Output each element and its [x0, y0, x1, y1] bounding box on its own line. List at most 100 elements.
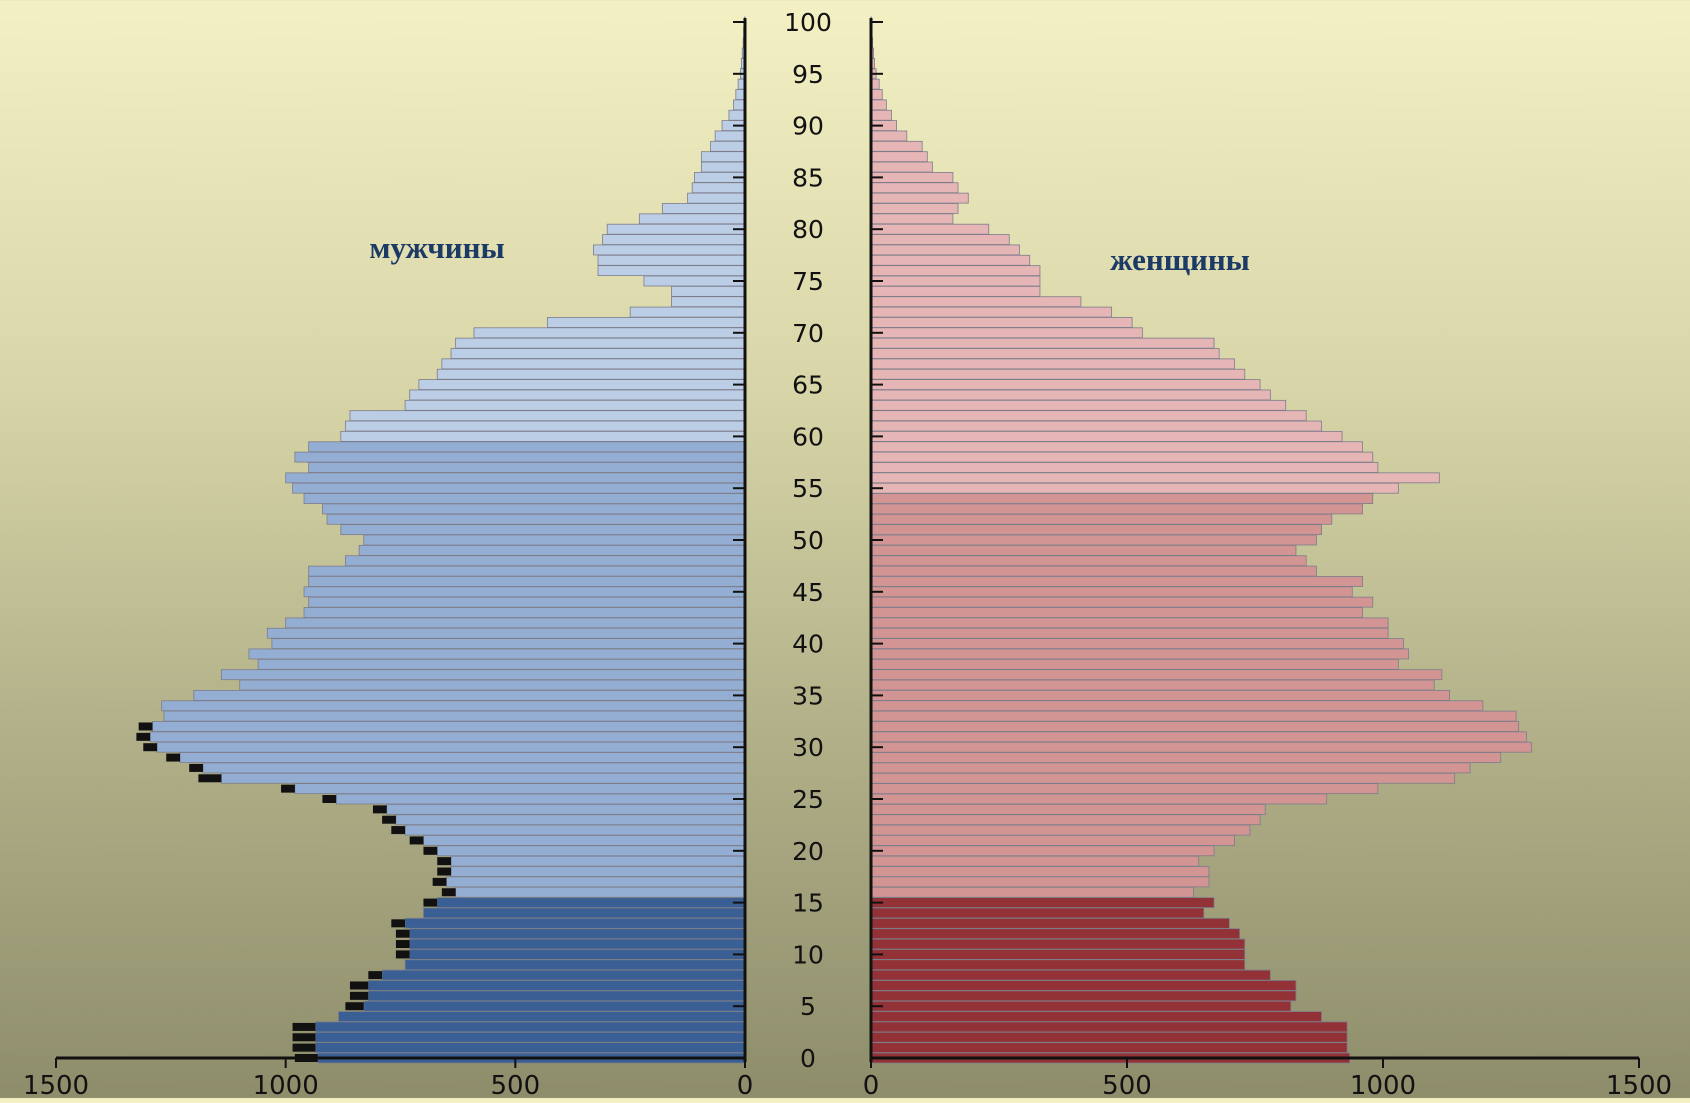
female-bar-age-8 — [871, 970, 1270, 980]
female-bar-age-72 — [871, 307, 1112, 317]
male-bar-age-16 — [456, 887, 745, 897]
female-bar-age-45 — [871, 587, 1352, 597]
male-bar-age-62 — [350, 411, 745, 421]
female-bar-age-38 — [871, 659, 1398, 669]
age-tick-label: 30 — [792, 733, 824, 762]
male-bar-age-78 — [593, 245, 745, 255]
male-bar-age-32 — [152, 721, 745, 731]
male-bar-age-30 — [157, 742, 745, 752]
male-bar-age-92 — [734, 100, 745, 110]
male-deficit-age-3 — [293, 1023, 316, 1031]
female-bar-age-79 — [871, 235, 1009, 245]
male-deficit-age-30 — [143, 743, 157, 751]
female-bar-age-88 — [871, 141, 922, 151]
female-bar-age-47 — [871, 566, 1316, 576]
age-tick-label: 100 — [784, 8, 832, 37]
male-deficit-age-24 — [373, 805, 387, 813]
female-bar-age-84 — [871, 183, 958, 193]
male-deficit-age-32 — [139, 722, 153, 730]
male-bar-age-89 — [715, 131, 745, 141]
male-bar-age-40 — [272, 639, 745, 649]
female-bar-age-28 — [871, 763, 1470, 773]
female-bar-age-23 — [871, 815, 1260, 825]
male-bar-age-87 — [701, 152, 745, 162]
male-bar-age-64 — [410, 390, 745, 400]
male-bar-age-69 — [456, 338, 745, 348]
female-bar-age-71 — [871, 317, 1132, 327]
female-bar-age-52 — [871, 514, 1332, 524]
male-bar-age-36 — [240, 680, 745, 690]
male-deficit-age-13 — [391, 919, 405, 927]
male-bar-age-68 — [451, 349, 745, 359]
age-tick-label: 65 — [792, 371, 824, 400]
female-x-tick-label: 1000 — [1350, 1071, 1416, 1098]
male-bar-age-77 — [598, 255, 745, 265]
male-bar-age-49 — [359, 545, 745, 555]
male-bar-age-82 — [662, 203, 745, 213]
female-bar-age-55 — [871, 483, 1398, 493]
male-bar-age-38 — [258, 659, 745, 669]
female-bar-age-24 — [871, 804, 1265, 814]
male-deficit-age-8 — [368, 971, 382, 979]
female-bar-age-65 — [871, 380, 1260, 390]
male-bar-age-84 — [692, 183, 745, 193]
male-bar-age-57 — [309, 462, 745, 472]
female-bar-age-67 — [871, 359, 1235, 369]
female-bar-age-53 — [871, 504, 1363, 514]
age-tick-label: 20 — [792, 837, 824, 866]
female-bar-age-37 — [871, 670, 1442, 680]
age-tick-label: 85 — [792, 163, 824, 192]
male-deficit-age-19 — [437, 857, 451, 865]
male-bar-age-54 — [304, 494, 745, 504]
male-bar-age-22 — [405, 825, 745, 835]
male-bar-age-67 — [442, 359, 745, 369]
female-bar-age-68 — [871, 349, 1219, 359]
age-tick-label: 45 — [792, 578, 824, 607]
female-bar-age-51 — [871, 525, 1322, 535]
male-deficit-age-26 — [281, 785, 295, 793]
male-bar-age-66 — [437, 369, 745, 379]
female-x-tick-label: 0 — [863, 1071, 880, 1098]
male-bar-age-20 — [437, 846, 745, 856]
female-bar-age-10 — [871, 949, 1245, 959]
female-bar-age-75 — [871, 276, 1040, 286]
male-deficit-age-1 — [293, 1044, 316, 1052]
female-bar-age-49 — [871, 545, 1296, 555]
male-bar-age-5 — [364, 1001, 745, 1011]
female-bar-age-42 — [871, 618, 1388, 628]
female-bar-age-73 — [871, 297, 1081, 307]
female-bar-age-82 — [871, 203, 958, 213]
bars-layer — [136, 17, 1531, 1063]
male-deficit-age-10 — [396, 950, 410, 958]
male-deficit-age-31 — [136, 733, 150, 741]
male-bar-age-81 — [639, 214, 745, 224]
age-tick-label: 60 — [792, 422, 824, 451]
male-deficit-age-22 — [391, 826, 405, 834]
female-bar-age-57 — [871, 462, 1378, 472]
male-deficit-age-11 — [396, 940, 410, 948]
female-bar-age-60 — [871, 431, 1342, 441]
male-deficit-age-23 — [382, 816, 396, 824]
male-x-tick-label: 1500 — [23, 1071, 89, 1098]
male-bar-age-9 — [405, 960, 745, 970]
female-x-tick-label: 1500 — [1606, 1071, 1672, 1098]
male-bar-age-61 — [345, 421, 745, 431]
male-deficit-age-25 — [322, 795, 336, 803]
female-bar-age-1 — [871, 1043, 1347, 1053]
female-bar-age-69 — [871, 338, 1214, 348]
female-bar-age-64 — [871, 390, 1270, 400]
female-bar-age-48 — [871, 556, 1306, 566]
female-bar-age-6 — [871, 991, 1296, 1001]
male-bar-age-6 — [368, 991, 745, 1001]
male-bar-age-63 — [405, 400, 745, 410]
female-bar-age-35 — [871, 690, 1450, 700]
male-bar-age-41 — [267, 628, 745, 638]
male-deficit-age-21 — [410, 836, 424, 844]
female-bar-age-93 — [871, 90, 882, 100]
female-bar-age-32 — [871, 721, 1519, 731]
age-tick-label: 0 — [800, 1044, 816, 1073]
female-bar-age-34 — [871, 701, 1483, 711]
male-bar-age-52 — [327, 514, 745, 524]
male-bar-age-13 — [405, 918, 745, 928]
